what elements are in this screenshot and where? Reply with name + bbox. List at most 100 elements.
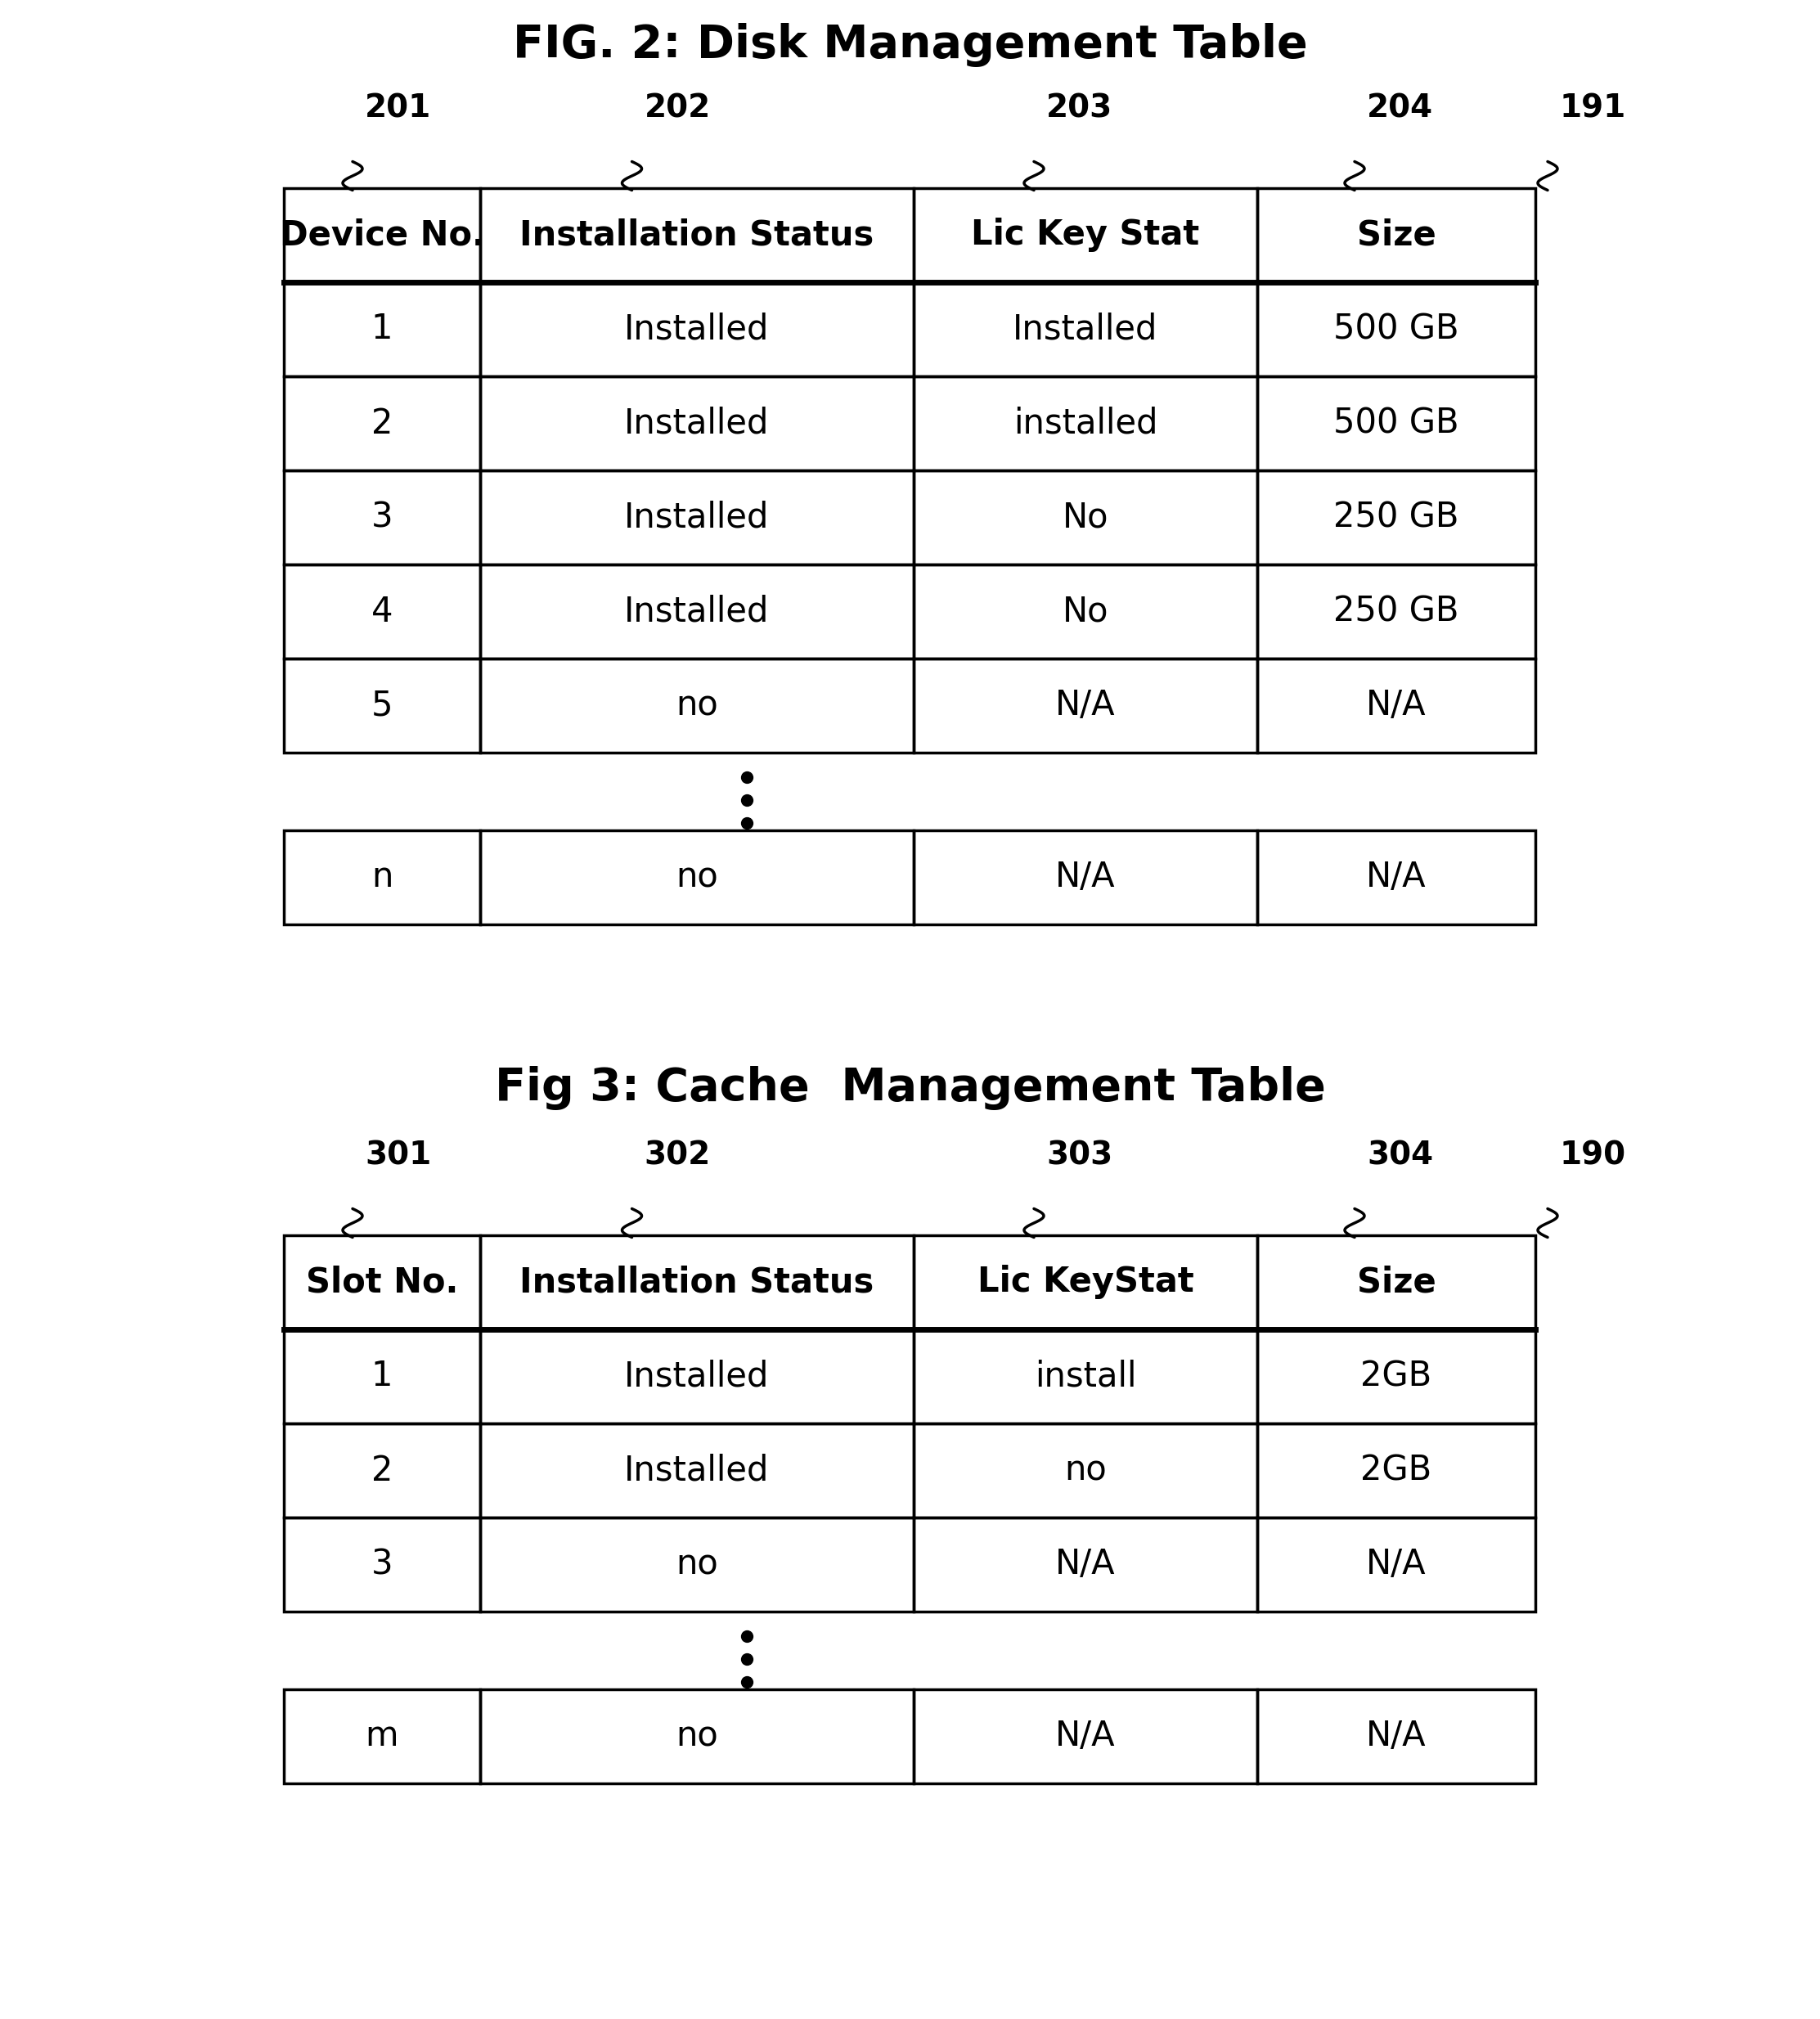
Text: no: no [675, 1718, 719, 1755]
Text: Size: Size [1356, 1266, 1436, 1300]
Bar [480, 470, 914, 565]
Text: 250 GB: 250 GB [1334, 594, 1460, 628]
Bar [914, 1236, 1258, 1329]
Text: 304: 304 [1367, 1141, 1432, 1171]
Bar [480, 830, 914, 925]
Text: 203: 203 [1046, 93, 1112, 125]
Bar [284, 1329, 480, 1423]
Bar [914, 830, 1258, 925]
Text: Installed: Installed [1014, 313, 1158, 347]
Text: N/A: N/A [1367, 688, 1427, 723]
Text: Lic KeyStat: Lic KeyStat [977, 1266, 1194, 1300]
Text: 2GB: 2GB [1361, 1454, 1432, 1488]
Text: Installed: Installed [624, 1359, 770, 1393]
Bar [1258, 1236, 1536, 1329]
Text: Installed: Installed [624, 313, 770, 347]
Text: Fig 3: Cache  Management Table: Fig 3: Cache Management Table [495, 1066, 1325, 1110]
Text: 202: 202 [644, 93, 710, 125]
Text: No: No [1063, 594, 1108, 628]
Text: 204: 204 [1367, 93, 1432, 125]
Text: N/A: N/A [1367, 1547, 1427, 1581]
Text: 190: 190 [1560, 1141, 1627, 1171]
Text: 5: 5 [371, 688, 393, 723]
Text: Installed: Installed [624, 594, 770, 628]
Text: Installation Status: Installation Status [521, 1266, 874, 1300]
Bar [1258, 1423, 1536, 1518]
Text: N/A: N/A [1056, 860, 1116, 894]
Bar [1258, 188, 1536, 283]
Bar [284, 1690, 480, 1783]
Text: N/A: N/A [1367, 860, 1427, 894]
Bar [1258, 565, 1536, 658]
Bar [284, 188, 480, 283]
Text: N/A: N/A [1056, 1718, 1116, 1755]
Text: install: install [1034, 1359, 1136, 1393]
Bar [914, 188, 1258, 283]
Bar [914, 658, 1258, 753]
Text: no: no [675, 860, 719, 894]
Bar [914, 565, 1258, 658]
Text: 1: 1 [371, 313, 393, 347]
Text: 2: 2 [371, 406, 393, 440]
Text: Installation Status: Installation Status [521, 218, 874, 252]
Bar [480, 565, 914, 658]
Text: 191: 191 [1560, 93, 1627, 125]
Text: No: No [1063, 501, 1108, 535]
Text: m: m [366, 1718, 399, 1755]
Text: Installed: Installed [624, 501, 770, 535]
Text: n: n [371, 860, 393, 894]
Text: 500 GB: 500 GB [1334, 313, 1460, 347]
Bar [1258, 1329, 1536, 1423]
Text: Device No.: Device No. [280, 218, 484, 252]
Bar [1258, 830, 1536, 925]
Bar [480, 1423, 914, 1518]
Bar [284, 1236, 480, 1329]
Bar [284, 470, 480, 565]
Bar [480, 1236, 914, 1329]
Text: N/A: N/A [1056, 1547, 1116, 1581]
Bar [914, 1423, 1258, 1518]
Text: 1: 1 [371, 1359, 393, 1393]
Text: 2GB: 2GB [1361, 1359, 1432, 1393]
Text: 3: 3 [371, 501, 393, 535]
Text: Size: Size [1356, 218, 1436, 252]
Text: FIG. 2: Disk Management Table: FIG. 2: Disk Management Table [513, 22, 1307, 67]
Bar [914, 283, 1258, 376]
Bar [1258, 1518, 1536, 1611]
Bar [284, 830, 480, 925]
Bar [914, 1518, 1258, 1611]
Bar [914, 470, 1258, 565]
Bar [284, 283, 480, 376]
Bar [914, 1690, 1258, 1783]
Text: installed: installed [1014, 406, 1158, 440]
Text: 2: 2 [371, 1454, 393, 1488]
Text: 301: 301 [364, 1141, 431, 1171]
Bar [480, 376, 914, 470]
Text: 302: 302 [644, 1141, 710, 1171]
Text: Installed: Installed [624, 406, 770, 440]
Bar [914, 1329, 1258, 1423]
Bar [480, 1518, 914, 1611]
Bar [480, 1329, 914, 1423]
Text: 303: 303 [1046, 1141, 1112, 1171]
Text: 4: 4 [371, 594, 393, 628]
Bar [914, 376, 1258, 470]
Bar [1258, 283, 1536, 376]
Text: Slot No.: Slot No. [306, 1266, 459, 1300]
Bar [1258, 658, 1536, 753]
Bar [480, 188, 914, 283]
Bar [284, 1423, 480, 1518]
Bar [1258, 376, 1536, 470]
Bar [284, 376, 480, 470]
Text: 500 GB: 500 GB [1334, 406, 1460, 440]
Text: no: no [675, 1547, 719, 1581]
Text: Lic Key Stat: Lic Key Stat [972, 218, 1199, 252]
Text: N/A: N/A [1367, 1718, 1427, 1755]
Bar [1258, 1690, 1536, 1783]
Bar [284, 658, 480, 753]
Bar [480, 658, 914, 753]
Bar [1258, 470, 1536, 565]
Text: 250 GB: 250 GB [1334, 501, 1460, 535]
Bar [480, 1690, 914, 1783]
Bar [284, 1518, 480, 1611]
